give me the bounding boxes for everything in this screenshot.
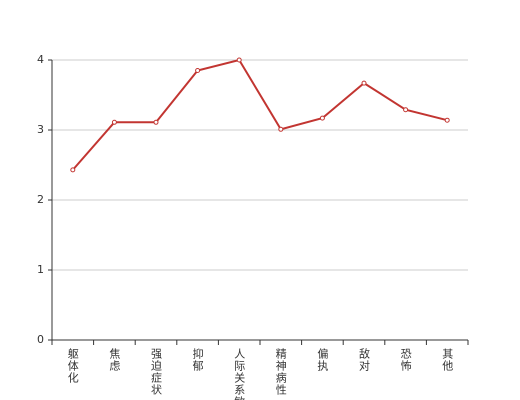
- x-tick-label: 躯体化: [66, 348, 79, 384]
- point: [403, 107, 409, 113]
- point: [153, 119, 159, 125]
- point: [361, 80, 367, 86]
- point: [111, 119, 117, 125]
- point: [319, 115, 325, 121]
- x-tick-label: 恐怖: [399, 348, 412, 372]
- x-tick-label: 其他: [441, 348, 454, 372]
- x-tick-label: 焦虑: [108, 348, 121, 372]
- x-tick-label: 强迫症状: [150, 348, 163, 396]
- point: [195, 68, 201, 73]
- x-tick-label: 抑郁: [191, 347, 204, 372]
- y-tick-label: 3: [37, 123, 44, 136]
- point: [278, 126, 284, 132]
- y-tick-label: 2: [37, 193, 44, 206]
- y-tick-label: 4: [37, 53, 44, 66]
- x-tick-label: 精神病性: [274, 348, 287, 396]
- x-tick-label: 敌对: [358, 347, 371, 372]
- y-tick-label: 1: [37, 263, 44, 276]
- point: [444, 117, 450, 123]
- point: [236, 57, 242, 63]
- x-tick-label: 人际关系敏感: [233, 348, 246, 400]
- point: [70, 167, 76, 173]
- x-tick-label: 偏执: [316, 347, 329, 372]
- y-tick-label: 0: [37, 333, 44, 346]
- line: [72, 58, 448, 171]
